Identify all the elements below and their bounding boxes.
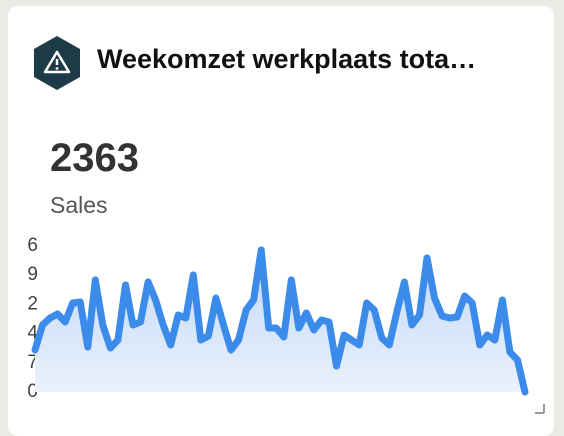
resize-handle[interactable] [535, 404, 545, 414]
y-tick-label: 2286 [8, 235, 38, 256]
page: Weekomzet werkplaats tota… 2363 Sales 0 4… [8, 6, 554, 436]
y-tick-label: 1372 [8, 293, 38, 314]
y-tick-label: 1829 [8, 264, 38, 285]
y-tick-label: 0 [27, 381, 38, 402]
area-fill [35, 250, 525, 392]
y-tick-label: 914 [8, 323, 38, 344]
kpi-label: Sales [50, 192, 108, 218]
kpi-value: 2363 [50, 136, 139, 180]
warning-icon [34, 36, 80, 90]
sparkline-chart: 0 457 914 1372 1829 2286 [8, 235, 545, 414]
widget-card: Weekomzet werkplaats tota… 2363 Sales 0 4… [8, 6, 554, 436]
y-tick-label: 457 [8, 352, 38, 373]
sparkline [31, 246, 529, 396]
widget-title: Weekomzet werkplaats tota… [97, 44, 477, 74]
